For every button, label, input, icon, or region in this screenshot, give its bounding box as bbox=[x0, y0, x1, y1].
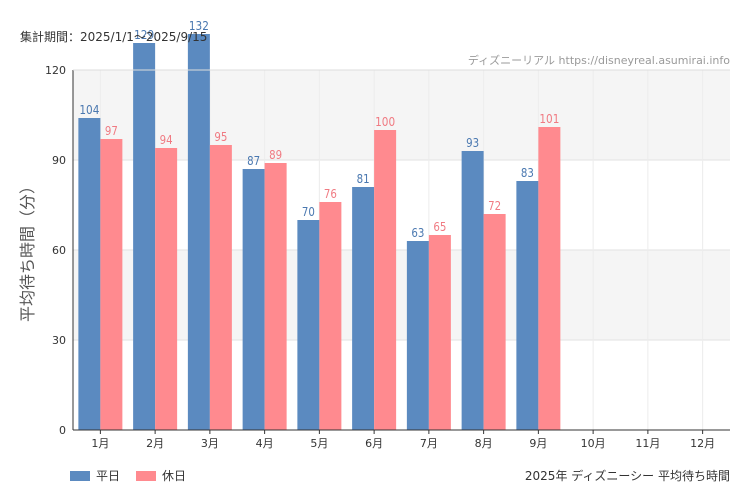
x-tick-label: 7月 bbox=[420, 437, 438, 450]
legend-swatch-holiday bbox=[136, 470, 157, 481]
bar-weekday bbox=[352, 187, 375, 430]
bars bbox=[78, 34, 561, 430]
x-tick-label: 2月 bbox=[146, 437, 164, 450]
y-tick-label: 30 bbox=[52, 334, 66, 347]
value-label-weekday: 104 bbox=[79, 103, 99, 117]
y-tick-label: 120 bbox=[45, 64, 66, 77]
legend-item-holiday[interactable]: 休日 bbox=[136, 467, 186, 484]
bar-holiday bbox=[428, 235, 451, 430]
x-tick-label: 8月 bbox=[475, 437, 493, 450]
plot-bands bbox=[73, 70, 730, 340]
value-label-weekday: 87 bbox=[247, 154, 260, 168]
value-label-holiday: 72 bbox=[488, 199, 501, 213]
value-label-holiday: 95 bbox=[214, 130, 227, 144]
value-label-weekday: 70 bbox=[302, 205, 315, 219]
plot-band bbox=[73, 250, 730, 340]
axes: 0 30 60 90 120 1月 2月 3月 4月 5月 6月 7月 8月 9月 10月 11月 12月 bbox=[45, 64, 730, 450]
value-label-weekday: 63 bbox=[411, 226, 424, 240]
bar-weekday bbox=[406, 241, 429, 430]
legend-label-holiday: 休日 bbox=[162, 469, 187, 483]
y-axis-label: 平均待ち時間（分） bbox=[18, 178, 37, 322]
value-label-holiday: 97 bbox=[105, 124, 118, 138]
x-tick-label: 12月 bbox=[690, 437, 715, 450]
bar-holiday bbox=[538, 127, 561, 430]
value-label-holiday: 65 bbox=[433, 220, 446, 234]
x-tick-label: 9月 bbox=[529, 437, 547, 450]
site-credit: ディズニーリアル https://disneyreal.asumirai.inf… bbox=[467, 54, 730, 67]
value-label-holiday: 76 bbox=[324, 187, 337, 201]
value-label-holiday: 94 bbox=[160, 133, 173, 147]
y-tick-label: 90 bbox=[52, 154, 66, 167]
period-label: 集計期間：2025/1/1～2025/9/15 bbox=[20, 30, 208, 44]
bar-holiday bbox=[374, 130, 397, 430]
value-label-weekday: 129 bbox=[134, 28, 154, 42]
bar-weekday bbox=[187, 34, 210, 430]
bar-weekday bbox=[516, 181, 539, 430]
value-label-weekday: 83 bbox=[521, 166, 534, 180]
bar-holiday bbox=[319, 202, 342, 430]
bar-weekday bbox=[242, 169, 265, 430]
x-tick-label: 1月 bbox=[91, 437, 109, 450]
bar-holiday bbox=[155, 148, 178, 430]
x-tick-label: 11月 bbox=[635, 437, 660, 450]
x-tick-label: 4月 bbox=[256, 437, 274, 450]
value-labels: 104 129 132 87 70 81 63 93 83 97 94 95 89 76 100 65 72 10… bbox=[79, 19, 559, 240]
value-label-weekday: 132 bbox=[189, 19, 209, 33]
x-tick-label: 10月 bbox=[581, 437, 606, 450]
bar-weekday bbox=[461, 151, 484, 430]
value-label-weekday: 93 bbox=[466, 136, 479, 150]
value-label-weekday: 81 bbox=[357, 172, 370, 186]
x-tick-label: 3月 bbox=[201, 437, 219, 450]
bar-holiday bbox=[100, 139, 123, 430]
bar-weekday bbox=[133, 43, 156, 430]
bar-weekday bbox=[297, 220, 320, 430]
bar-holiday bbox=[483, 214, 506, 430]
legend-item-weekday[interactable]: 平日 bbox=[70, 467, 120, 484]
value-label-holiday: 101 bbox=[539, 112, 559, 126]
x-tick-label: 6月 bbox=[365, 437, 383, 450]
legend-label-weekday: 平日 bbox=[96, 469, 121, 483]
bar-weekday bbox=[78, 118, 101, 430]
plot-band bbox=[73, 70, 730, 160]
y-tick-label: 0 bbox=[59, 424, 66, 437]
y-tick-label: 60 bbox=[52, 244, 66, 257]
chart-caption: 2025年 ディズニーシー 平均待ち時間 bbox=[524, 469, 730, 483]
legend-swatch-weekday bbox=[70, 470, 90, 481]
x-tick-label: 5月 bbox=[310, 437, 328, 450]
legend: 平日 休日 bbox=[70, 467, 186, 484]
value-label-holiday: 89 bbox=[269, 148, 282, 162]
value-label-holiday: 100 bbox=[375, 115, 395, 129]
bar-holiday bbox=[209, 145, 232, 430]
bar-holiday bbox=[264, 163, 287, 430]
